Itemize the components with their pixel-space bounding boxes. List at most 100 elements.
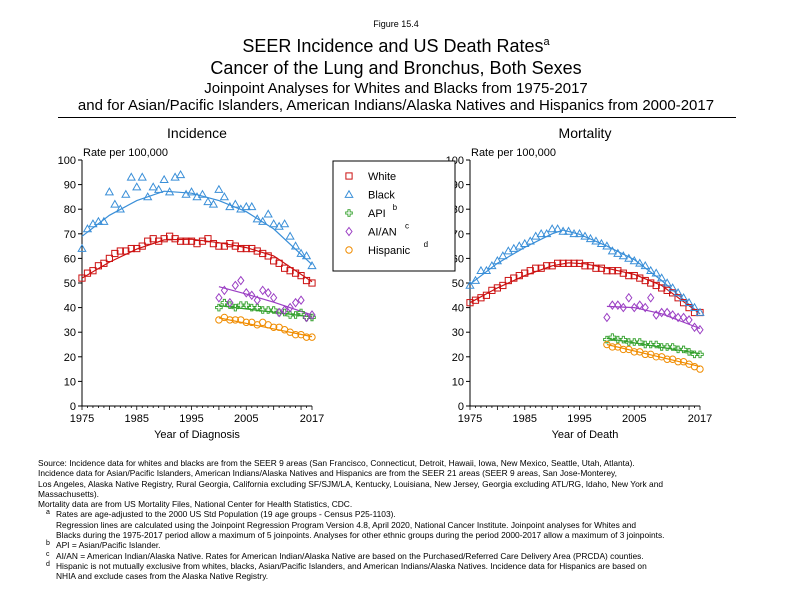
- data-point-api: [237, 301, 245, 309]
- data-point-white: [220, 242, 228, 250]
- data-point-black: [678, 292, 689, 302]
- data-point-ai-an: [259, 285, 267, 296]
- data-point-white: [619, 269, 627, 277]
- source-line: Los Angeles, Alaska Native Registry, Rur…: [38, 478, 664, 489]
- y-tick-label: 20: [64, 352, 76, 364]
- data-point-ai-an: [614, 300, 622, 310]
- data-point-hispanic: [619, 345, 628, 354]
- data-point-white: [297, 272, 305, 280]
- data-point-api: [248, 303, 256, 312]
- x-tick-label: 1975: [70, 413, 94, 425]
- x-tick-label: 2017: [688, 413, 712, 425]
- legend-label-ai-an: AI/AN: [368, 227, 397, 239]
- data-point-black: [635, 258, 645, 267]
- data-point-black: [164, 187, 175, 196]
- data-point-black: [552, 224, 563, 233]
- footnote-mark: c: [46, 550, 50, 558]
- series-black: [465, 224, 705, 316]
- data-point-api: [291, 311, 300, 319]
- data-point-white: [504, 276, 512, 285]
- data-point-white: [226, 240, 234, 248]
- data-point-black: [301, 251, 312, 260]
- data-point-white: [144, 237, 152, 245]
- data-point-ai-an: [286, 302, 294, 313]
- data-point-api: [679, 345, 688, 354]
- data-point-api: [614, 335, 622, 344]
- data-point-black: [563, 226, 574, 235]
- data-point-white: [482, 291, 491, 299]
- data-point-white: [248, 244, 256, 253]
- data-point-black: [569, 228, 579, 238]
- data-point-black: [640, 260, 650, 270]
- data-point-black: [296, 248, 306, 257]
- legend-footnote-mark: d: [424, 240, 428, 249]
- y-tick-label: 50: [452, 278, 464, 290]
- data-point-ai-an: [253, 295, 261, 306]
- data-point-ai-an: [641, 302, 649, 313]
- data-point-white: [176, 237, 185, 245]
- data-point-white: [466, 299, 474, 307]
- series-hispanic: [603, 340, 704, 373]
- data-point-black: [673, 288, 683, 297]
- data-point-ai-an: [215, 292, 223, 303]
- data-point-hispanic: [231, 316, 240, 324]
- x-tick-label: 1985: [513, 413, 537, 425]
- data-point-black: [476, 265, 486, 275]
- x-axis-label: Year of Death: [552, 429, 619, 441]
- data-point-api: [663, 343, 671, 351]
- data-point-hispanic: [630, 348, 638, 356]
- data-point-api: [646, 340, 655, 349]
- title-footnote-mark: a: [543, 36, 550, 48]
- data-point-ai-an: [696, 324, 704, 335]
- data-point-ai-an: [291, 297, 300, 308]
- data-point-white: [242, 244, 250, 253]
- data-point-white: [308, 279, 316, 287]
- legend-footnote-mark: c: [405, 222, 409, 231]
- data-point-api: [608, 333, 617, 341]
- data-point-white: [166, 232, 174, 240]
- data-point-black: [252, 214, 262, 223]
- footnote-mark: b: [46, 540, 50, 548]
- series-white: [466, 259, 704, 317]
- data-point-white: [160, 235, 168, 243]
- data-point-black: [662, 278, 672, 287]
- data-point-ai-an: [668, 310, 677, 320]
- data-point-black: [148, 182, 158, 191]
- data-point-black: [121, 189, 131, 198]
- data-point-white: [636, 274, 644, 282]
- source-line: Incidence data for Asian/Pacific Islande…: [38, 468, 617, 479]
- fit-line-black: [81, 190, 313, 266]
- data-point-ai-an: [652, 310, 660, 320]
- data-point-ai-an: [297, 295, 305, 306]
- series-api: [215, 298, 316, 322]
- data-point-ai-an: [685, 315, 693, 325]
- y-tick-label: 100: [58, 155, 76, 167]
- y-tick-label: 30: [452, 327, 464, 339]
- data-point-white: [105, 254, 113, 263]
- data-point-white: [625, 272, 633, 280]
- data-point-black: [258, 216, 268, 225]
- data-point-black: [591, 236, 601, 245]
- data-point-black: [465, 280, 475, 289]
- data-point-white: [111, 249, 119, 258]
- data-point-white: [488, 286, 496, 294]
- data-point-black: [186, 187, 197, 196]
- footnote-line: AI/AN = American Indian/Alaska Native. R…: [56, 550, 644, 561]
- data-point-white: [204, 235, 212, 243]
- data-point-white: [198, 237, 207, 245]
- data-point-white: [281, 264, 289, 272]
- data-point-api: [215, 303, 223, 312]
- data-point-api: [657, 343, 666, 351]
- data-point-api: [652, 340, 660, 349]
- series-api: [603, 333, 704, 359]
- data-point-black: [154, 184, 164, 193]
- data-point-api: [242, 301, 251, 309]
- legend-footnote-mark: b: [393, 203, 398, 212]
- x-tick-label: 2005: [622, 413, 646, 425]
- data-point-black: [214, 184, 224, 193]
- data-point-hispanic: [674, 358, 682, 366]
- data-point-white: [592, 264, 600, 272]
- data-point-black: [269, 219, 279, 228]
- data-point-black: [132, 182, 142, 191]
